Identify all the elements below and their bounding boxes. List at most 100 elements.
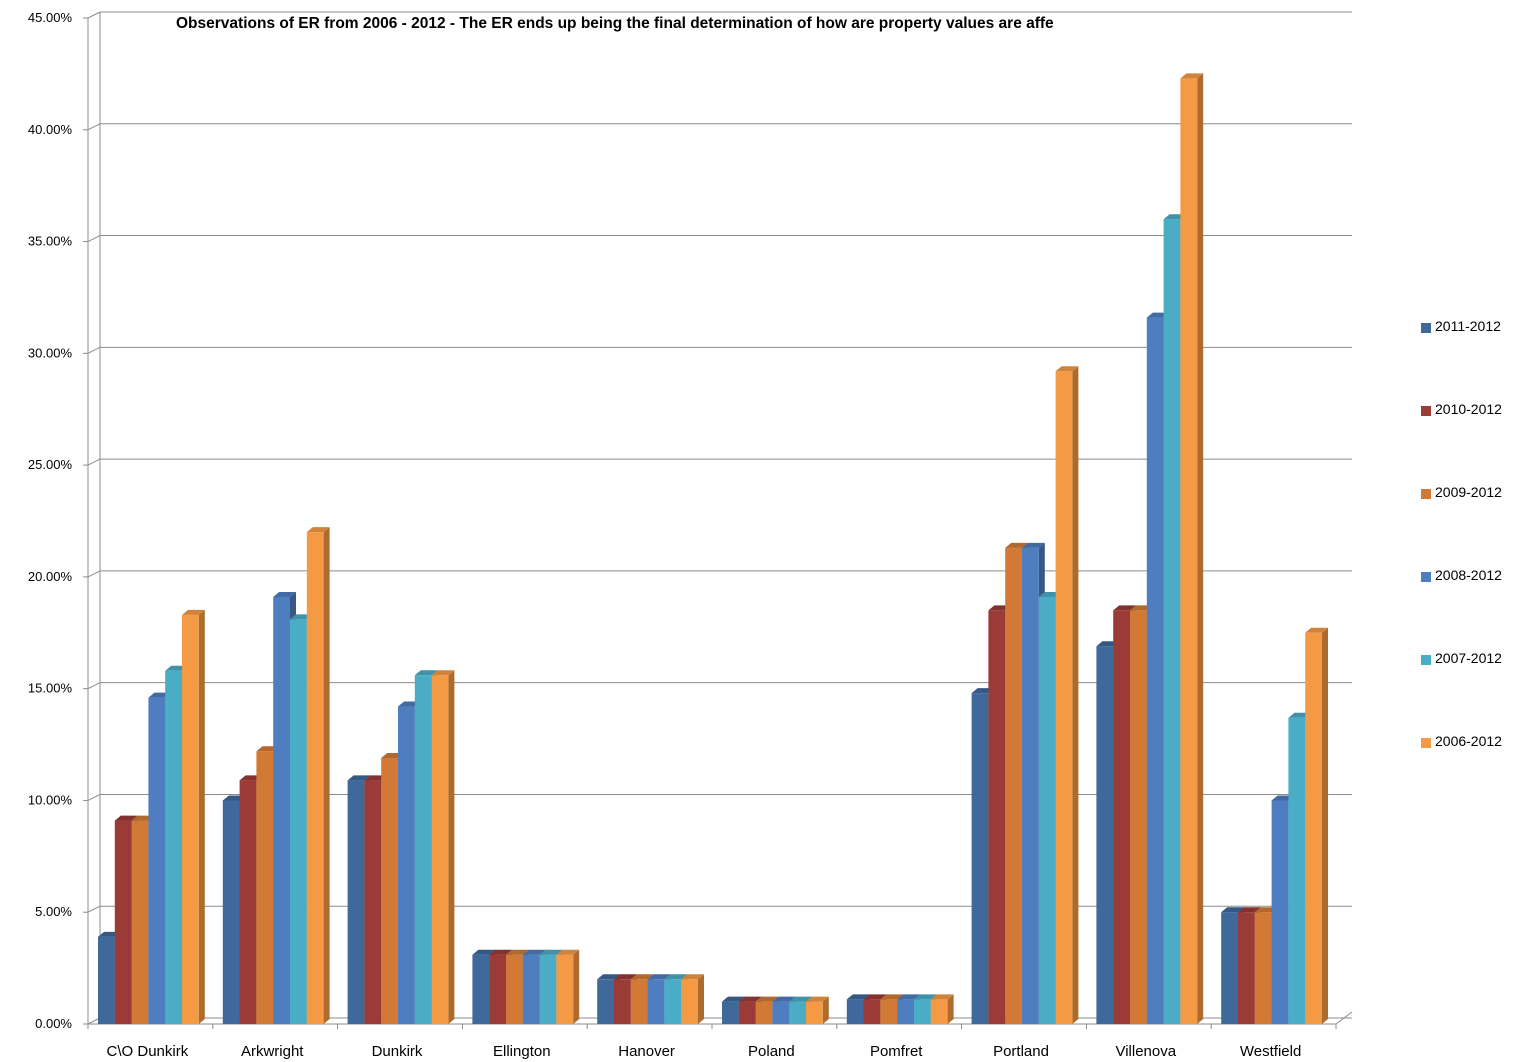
bar [1055, 371, 1073, 1024]
bar [1038, 597, 1056, 1024]
x-category-label: Pomfret [870, 1043, 923, 1060]
x-category-label: Portland [993, 1043, 1049, 1060]
x-category-label: Dunkirk [372, 1043, 423, 1060]
bar [1254, 912, 1272, 1024]
y-tick-label: 15.00% [28, 681, 73, 696]
bar-top [414, 670, 438, 676]
bar-top [306, 527, 330, 533]
bar-top [647, 974, 671, 980]
bar [114, 820, 132, 1024]
bar [755, 1001, 773, 1024]
bar [489, 954, 506, 1024]
bar [1288, 717, 1306, 1024]
bar-side [1322, 627, 1328, 1024]
bar-top [1113, 605, 1136, 611]
bar [664, 979, 682, 1024]
grid-diagonal [87, 570, 101, 578]
x-category-label: Ellington [493, 1043, 551, 1060]
bar-top [597, 974, 620, 980]
bar-top [347, 775, 371, 781]
bar [290, 619, 307, 1024]
bar-top [182, 609, 205, 615]
grid-diagonal [87, 346, 101, 354]
bar [1163, 219, 1181, 1024]
bar [364, 780, 382, 1024]
legend-swatch [1421, 323, 1431, 333]
bar [239, 780, 257, 1024]
bar [398, 706, 415, 1024]
bar [506, 954, 523, 1024]
bar-side [822, 996, 829, 1024]
bar-top [1221, 907, 1244, 913]
bar [846, 999, 864, 1024]
bar-top [630, 974, 654, 980]
bar-top [681, 974, 704, 980]
bar [381, 757, 398, 1024]
bar-top [664, 974, 688, 980]
bar [1113, 610, 1130, 1024]
bar-top [114, 815, 138, 821]
legend-swatch [1421, 572, 1431, 582]
bar-top [1022, 542, 1045, 548]
bar [522, 954, 540, 1024]
bar-top [506, 949, 529, 955]
bar [414, 675, 432, 1024]
bar [722, 1001, 739, 1024]
bar [273, 597, 290, 1024]
bar-top [1005, 542, 1028, 548]
grid-diagonal [87, 123, 101, 131]
bar-top [489, 949, 512, 955]
bar [1022, 547, 1039, 1024]
bar [1305, 632, 1322, 1024]
bar-side [698, 974, 704, 1024]
legend-label: 2011-2012 [1435, 318, 1501, 334]
grid-diagonal [87, 11, 101, 19]
bar [772, 1001, 790, 1024]
legend-label: 2007-2012 [1435, 650, 1502, 666]
x-category-labels: C\O Dunkirk Arkwright Dunkirk Ellington Hano… [107, 1043, 1302, 1060]
bar [597, 979, 614, 1024]
bar-top [1238, 907, 1261, 913]
y-tick-label: 30.00% [28, 345, 73, 360]
bar [738, 1001, 756, 1024]
bar [182, 614, 199, 1024]
bar [914, 999, 931, 1024]
y-tick-labels: 0.00% 5.00% 10.00% 15.00% 20.00% 25.00% 30.00%… [28, 10, 73, 1031]
bar [306, 532, 324, 1024]
chart-title: Observations of ER from 2006 - 2012 - Th… [176, 15, 1054, 32]
bar-side [323, 527, 330, 1024]
bar-top [1305, 627, 1328, 633]
bar-top [755, 996, 779, 1002]
bar [1096, 646, 1114, 1024]
bar [347, 780, 365, 1024]
bar [863, 999, 881, 1024]
bars [98, 73, 1328, 1025]
bar-top [789, 996, 812, 1002]
x-category-label: Villenova [1115, 1043, 1176, 1060]
bar-side [1072, 366, 1079, 1024]
bar [971, 693, 989, 1024]
bar-side [448, 670, 455, 1024]
bar [988, 610, 1006, 1024]
grid-diagonal [87, 458, 101, 466]
bar-top [431, 670, 455, 676]
legend-label: 2006-2012 [1435, 733, 1502, 749]
bar [539, 954, 557, 1024]
y-tick-label: 40.00% [28, 122, 73, 137]
grid-diagonal [87, 682, 101, 690]
bar [1146, 317, 1164, 1024]
x-category-label: C\O Dunkirk [107, 1043, 189, 1060]
bar-top [863, 994, 887, 1000]
bar [165, 670, 182, 1024]
grid-diagonal [87, 793, 101, 801]
bar-top [556, 949, 580, 955]
bar [806, 1001, 823, 1024]
bar-side [198, 609, 205, 1024]
bar [1271, 800, 1289, 1024]
y-tick-label: 0.00% [35, 1016, 72, 1031]
bar [1238, 912, 1255, 1024]
y-tick-label: 20.00% [28, 569, 73, 584]
x-category-label: Westfield [1240, 1043, 1301, 1060]
bar [131, 820, 149, 1024]
bar [1180, 78, 1198, 1025]
